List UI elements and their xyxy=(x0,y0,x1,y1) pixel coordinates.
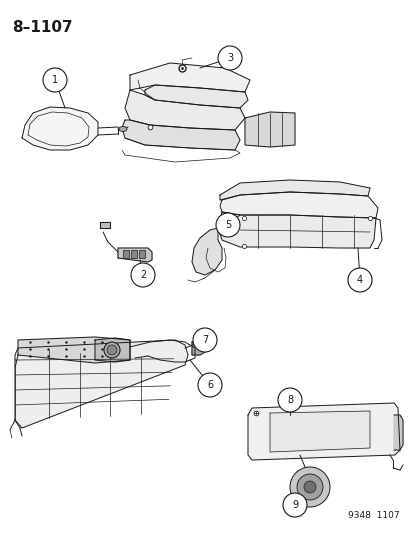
Text: 2: 2 xyxy=(140,270,146,280)
Circle shape xyxy=(303,481,315,493)
Circle shape xyxy=(347,268,371,292)
Polygon shape xyxy=(22,107,98,150)
Polygon shape xyxy=(118,248,152,262)
FancyBboxPatch shape xyxy=(123,250,129,258)
Text: 1: 1 xyxy=(52,75,58,85)
Polygon shape xyxy=(192,340,204,355)
Text: 3: 3 xyxy=(226,53,233,63)
Polygon shape xyxy=(247,403,399,460)
Text: 6: 6 xyxy=(206,380,213,390)
Polygon shape xyxy=(219,180,369,200)
Polygon shape xyxy=(244,112,294,147)
Circle shape xyxy=(43,68,67,92)
Circle shape xyxy=(296,474,322,500)
Circle shape xyxy=(282,493,306,517)
Circle shape xyxy=(277,388,301,412)
Polygon shape xyxy=(125,90,244,130)
FancyBboxPatch shape xyxy=(139,250,145,258)
Text: 8: 8 xyxy=(286,395,292,405)
Polygon shape xyxy=(145,85,247,108)
Polygon shape xyxy=(218,212,375,248)
Circle shape xyxy=(197,373,221,397)
Circle shape xyxy=(218,46,242,70)
Polygon shape xyxy=(100,222,110,228)
Circle shape xyxy=(107,345,117,355)
Circle shape xyxy=(192,328,216,352)
Text: 8–1107: 8–1107 xyxy=(12,20,72,35)
Polygon shape xyxy=(122,120,240,150)
Text: 7: 7 xyxy=(202,335,208,345)
Text: 9: 9 xyxy=(291,500,297,510)
Polygon shape xyxy=(219,192,377,218)
Polygon shape xyxy=(393,415,402,450)
Text: 9348  1107: 9348 1107 xyxy=(347,511,399,520)
Polygon shape xyxy=(269,411,369,452)
Ellipse shape xyxy=(119,126,127,132)
Text: 4: 4 xyxy=(356,275,362,285)
Circle shape xyxy=(131,263,154,287)
Polygon shape xyxy=(192,228,221,275)
Polygon shape xyxy=(18,337,130,363)
Circle shape xyxy=(104,342,120,358)
Polygon shape xyxy=(130,63,249,92)
Polygon shape xyxy=(95,338,130,362)
Circle shape xyxy=(216,213,240,237)
Text: 5: 5 xyxy=(224,220,230,230)
Polygon shape xyxy=(15,340,188,428)
Circle shape xyxy=(289,467,329,507)
FancyBboxPatch shape xyxy=(131,250,137,258)
